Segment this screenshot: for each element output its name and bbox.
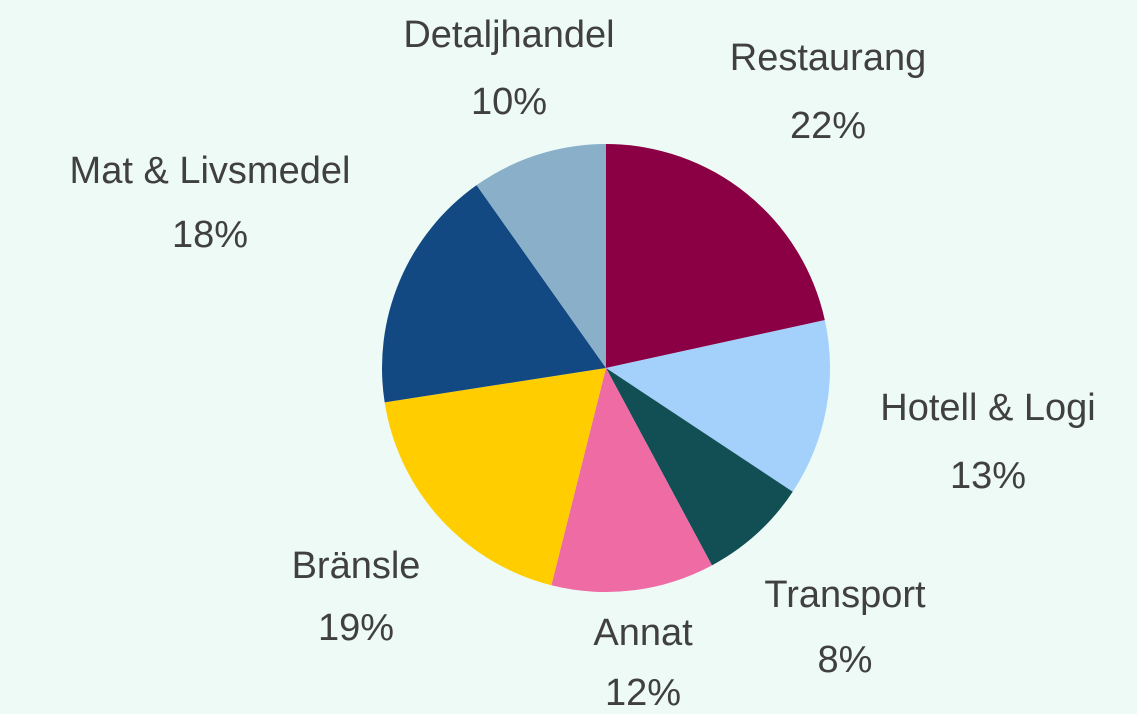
slice-value: 12% [605,672,681,714]
pie-slice [384,368,606,586]
slice-label: Transport [764,574,926,616]
slice-label: Mat & Livsmedel [70,150,351,192]
pie-slice [476,144,606,368]
pie-slice [606,320,831,492]
slice-label: Restaurang [730,37,926,79]
slice-value: 18% [172,214,248,256]
pie-slice [606,144,825,368]
slice-value: 13% [950,455,1026,497]
slice-value: 19% [318,607,394,649]
slice-value: 10% [471,81,547,123]
slice-label: Bränsle [292,545,421,587]
slice-label: Annat [593,612,693,654]
pie-slice [382,185,606,403]
pie-slice [606,368,793,566]
slice-label: Hotell & Logi [880,387,1095,429]
slice-value: 22% [790,105,866,147]
slice-label: Detaljhandel [403,14,614,56]
pie-slice [551,368,712,592]
slice-value: 8% [818,639,873,681]
